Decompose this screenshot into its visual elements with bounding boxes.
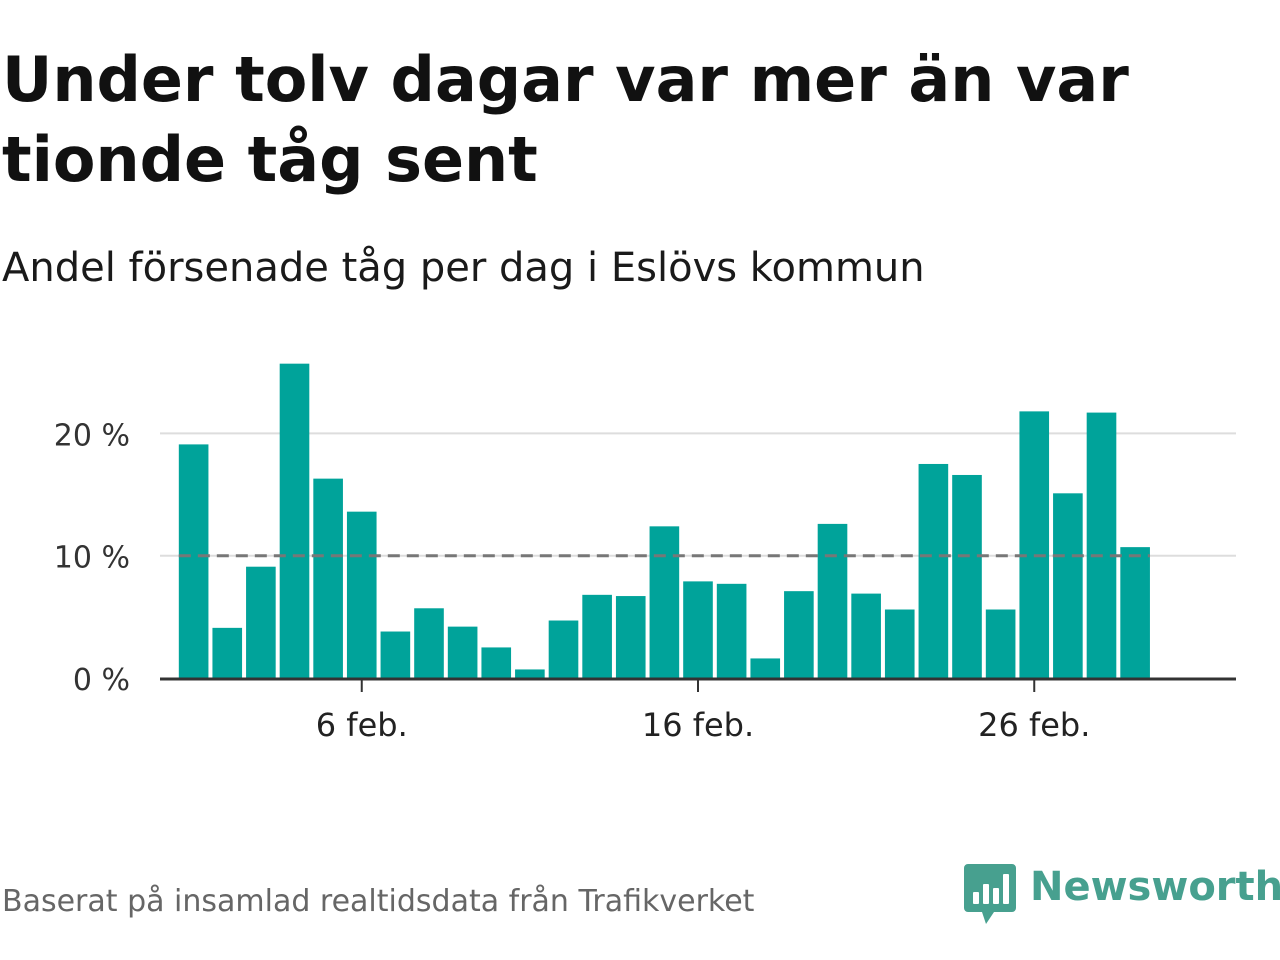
y-tick-label: 20 % [54,418,130,453]
bar [952,474,982,678]
bar [615,596,646,678]
y-tick-label: 0 % [73,663,130,698]
bar [313,478,343,678]
x-tick-label: 6 feb. [316,706,408,744]
bar [716,583,747,678]
bars [178,363,1150,678]
x-tick-label: 26 feb. [978,706,1090,744]
bar [548,620,579,678]
bar [481,647,512,678]
bar [1086,412,1117,678]
chart-title: Under tolv dagar var mer än var tionde t… [2,43,1129,196]
bar [884,609,915,678]
bar [851,593,881,678]
bar [1120,547,1150,678]
bar [346,511,377,678]
bar [985,609,1016,678]
bar [582,594,612,678]
bar [178,444,209,678]
bar [212,627,243,678]
bar [649,526,680,678]
y-tick-label: 10 % [54,541,130,576]
bar [784,591,814,678]
bar [750,658,781,678]
bar-chart: 0 % 10 % 20 % 6 feb. 16 feb. 26 feb. [54,363,1236,744]
newsworthy-logo-icon [964,864,1016,924]
bar [515,669,545,678]
chart-subtitle: Andel försenade tåg per dag i Eslövs kom… [2,245,925,291]
brand-logo: Newsworthy [964,862,1280,928]
bar [279,363,310,678]
tick-labels: 0 % 10 % 20 % 6 feb. 16 feb. 26 feb. [54,418,1091,744]
brand-name: Newsworthy [1030,864,1280,910]
bar [1053,493,1083,678]
bar [414,608,444,678]
x-tick-label: 16 feb. [642,706,754,744]
bar [447,626,478,678]
axes [160,677,1236,692]
source-note: Baserat på insamlad realtidsdata från Tr… [2,884,755,919]
bar [246,566,276,678]
bar [1019,411,1050,678]
bar [683,581,713,678]
bar [817,523,848,678]
bar [380,631,411,678]
bar [918,463,949,678]
